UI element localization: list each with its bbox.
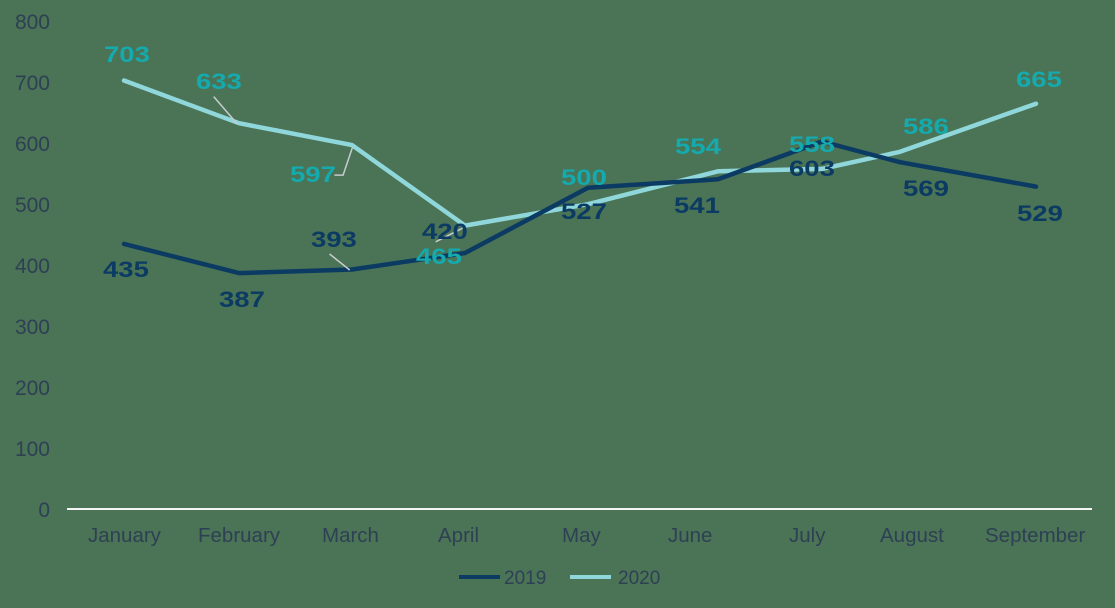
svg-text:541: 541 (674, 194, 720, 219)
svg-text:February: February (198, 524, 281, 547)
svg-text:554: 554 (675, 135, 721, 160)
svg-text:586: 586 (903, 115, 949, 140)
svg-text:569: 569 (903, 177, 949, 202)
svg-text:703: 703 (104, 43, 150, 68)
svg-text:600: 600 (15, 133, 50, 156)
svg-text:200: 200 (15, 377, 50, 400)
svg-text:July: July (789, 524, 826, 547)
svg-text:April: April (438, 524, 479, 547)
svg-text:435: 435 (103, 258, 149, 283)
svg-text:March: March (322, 524, 379, 547)
svg-text:529: 529 (1017, 202, 1063, 227)
svg-text:August: August (880, 524, 944, 547)
svg-text:393: 393 (311, 228, 357, 253)
svg-text:465: 465 (416, 245, 462, 270)
svg-text:420: 420 (422, 220, 468, 245)
svg-text:September: September (985, 524, 1085, 547)
svg-text:500: 500 (561, 166, 607, 191)
svg-text:527: 527 (561, 200, 607, 225)
svg-text:700: 700 (15, 72, 50, 95)
svg-text:665: 665 (1016, 68, 1062, 93)
svg-text:300: 300 (15, 316, 50, 339)
svg-text:2019: 2019 (504, 568, 546, 589)
svg-text:May: May (562, 524, 601, 547)
svg-text:387: 387 (219, 288, 265, 313)
svg-text:0: 0 (38, 499, 50, 522)
svg-text:633: 633 (196, 70, 242, 95)
svg-text:June: June (668, 524, 712, 547)
svg-text:January: January (88, 524, 162, 547)
svg-text:603: 603 (789, 157, 835, 182)
svg-text:800: 800 (15, 11, 50, 34)
svg-text:597: 597 (290, 163, 336, 188)
svg-text:100: 100 (15, 438, 50, 461)
svg-text:2020: 2020 (618, 568, 660, 589)
svg-text:500: 500 (15, 194, 50, 217)
svg-text:400: 400 (15, 255, 50, 278)
svg-text:558: 558 (789, 133, 835, 158)
